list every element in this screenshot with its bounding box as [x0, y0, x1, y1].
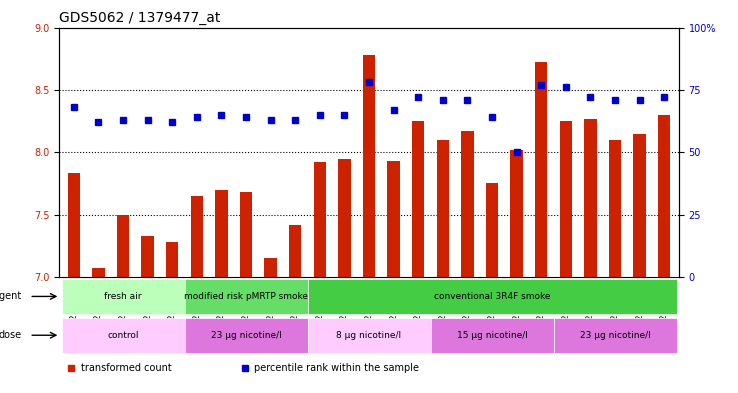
Bar	[554, 318, 677, 353]
Bar	[184, 318, 308, 353]
Bar	[363, 55, 375, 277]
Bar	[430, 318, 554, 353]
Bar	[117, 215, 129, 277]
Text: GDS5062 / 1379477_at: GDS5062 / 1379477_at	[59, 11, 221, 25]
Bar	[437, 140, 449, 277]
Bar	[314, 162, 326, 277]
Bar	[308, 318, 430, 353]
Bar	[142, 236, 154, 277]
Bar	[184, 279, 308, 314]
Text: 8 μg nicotine/l: 8 μg nicotine/l	[337, 331, 401, 340]
Bar	[240, 192, 252, 277]
Text: transformed count: transformed count	[80, 364, 171, 373]
Text: 15 μg nicotine/l: 15 μg nicotine/l	[457, 331, 528, 340]
Bar	[511, 150, 523, 277]
Bar	[264, 258, 277, 277]
Text: 23 μg nicotine/l: 23 μg nicotine/l	[210, 331, 281, 340]
Bar	[633, 134, 646, 277]
Text: control: control	[107, 331, 139, 340]
Bar	[61, 279, 184, 314]
Text: dose: dose	[0, 330, 22, 340]
Text: agent: agent	[0, 292, 22, 301]
Bar	[486, 184, 498, 277]
Text: percentile rank within the sample: percentile rank within the sample	[255, 364, 419, 373]
Bar	[308, 279, 677, 314]
Bar	[61, 318, 184, 353]
Bar	[338, 158, 351, 277]
Bar	[461, 131, 474, 277]
Bar	[609, 140, 621, 277]
Bar	[68, 173, 80, 277]
Bar	[215, 190, 227, 277]
Bar	[584, 119, 596, 277]
Bar	[166, 242, 179, 277]
Text: 23 μg nicotine/l: 23 μg nicotine/l	[579, 331, 650, 340]
Bar	[289, 225, 301, 277]
Bar	[658, 115, 670, 277]
Text: fresh air: fresh air	[104, 292, 142, 301]
Bar	[387, 161, 400, 277]
Bar	[190, 196, 203, 277]
Bar	[535, 62, 548, 277]
Text: conventional 3R4F smoke: conventional 3R4F smoke	[434, 292, 551, 301]
Text: modified risk pMRTP smoke: modified risk pMRTP smoke	[184, 292, 308, 301]
Bar	[92, 268, 105, 277]
Bar	[412, 121, 424, 277]
Bar	[559, 121, 572, 277]
